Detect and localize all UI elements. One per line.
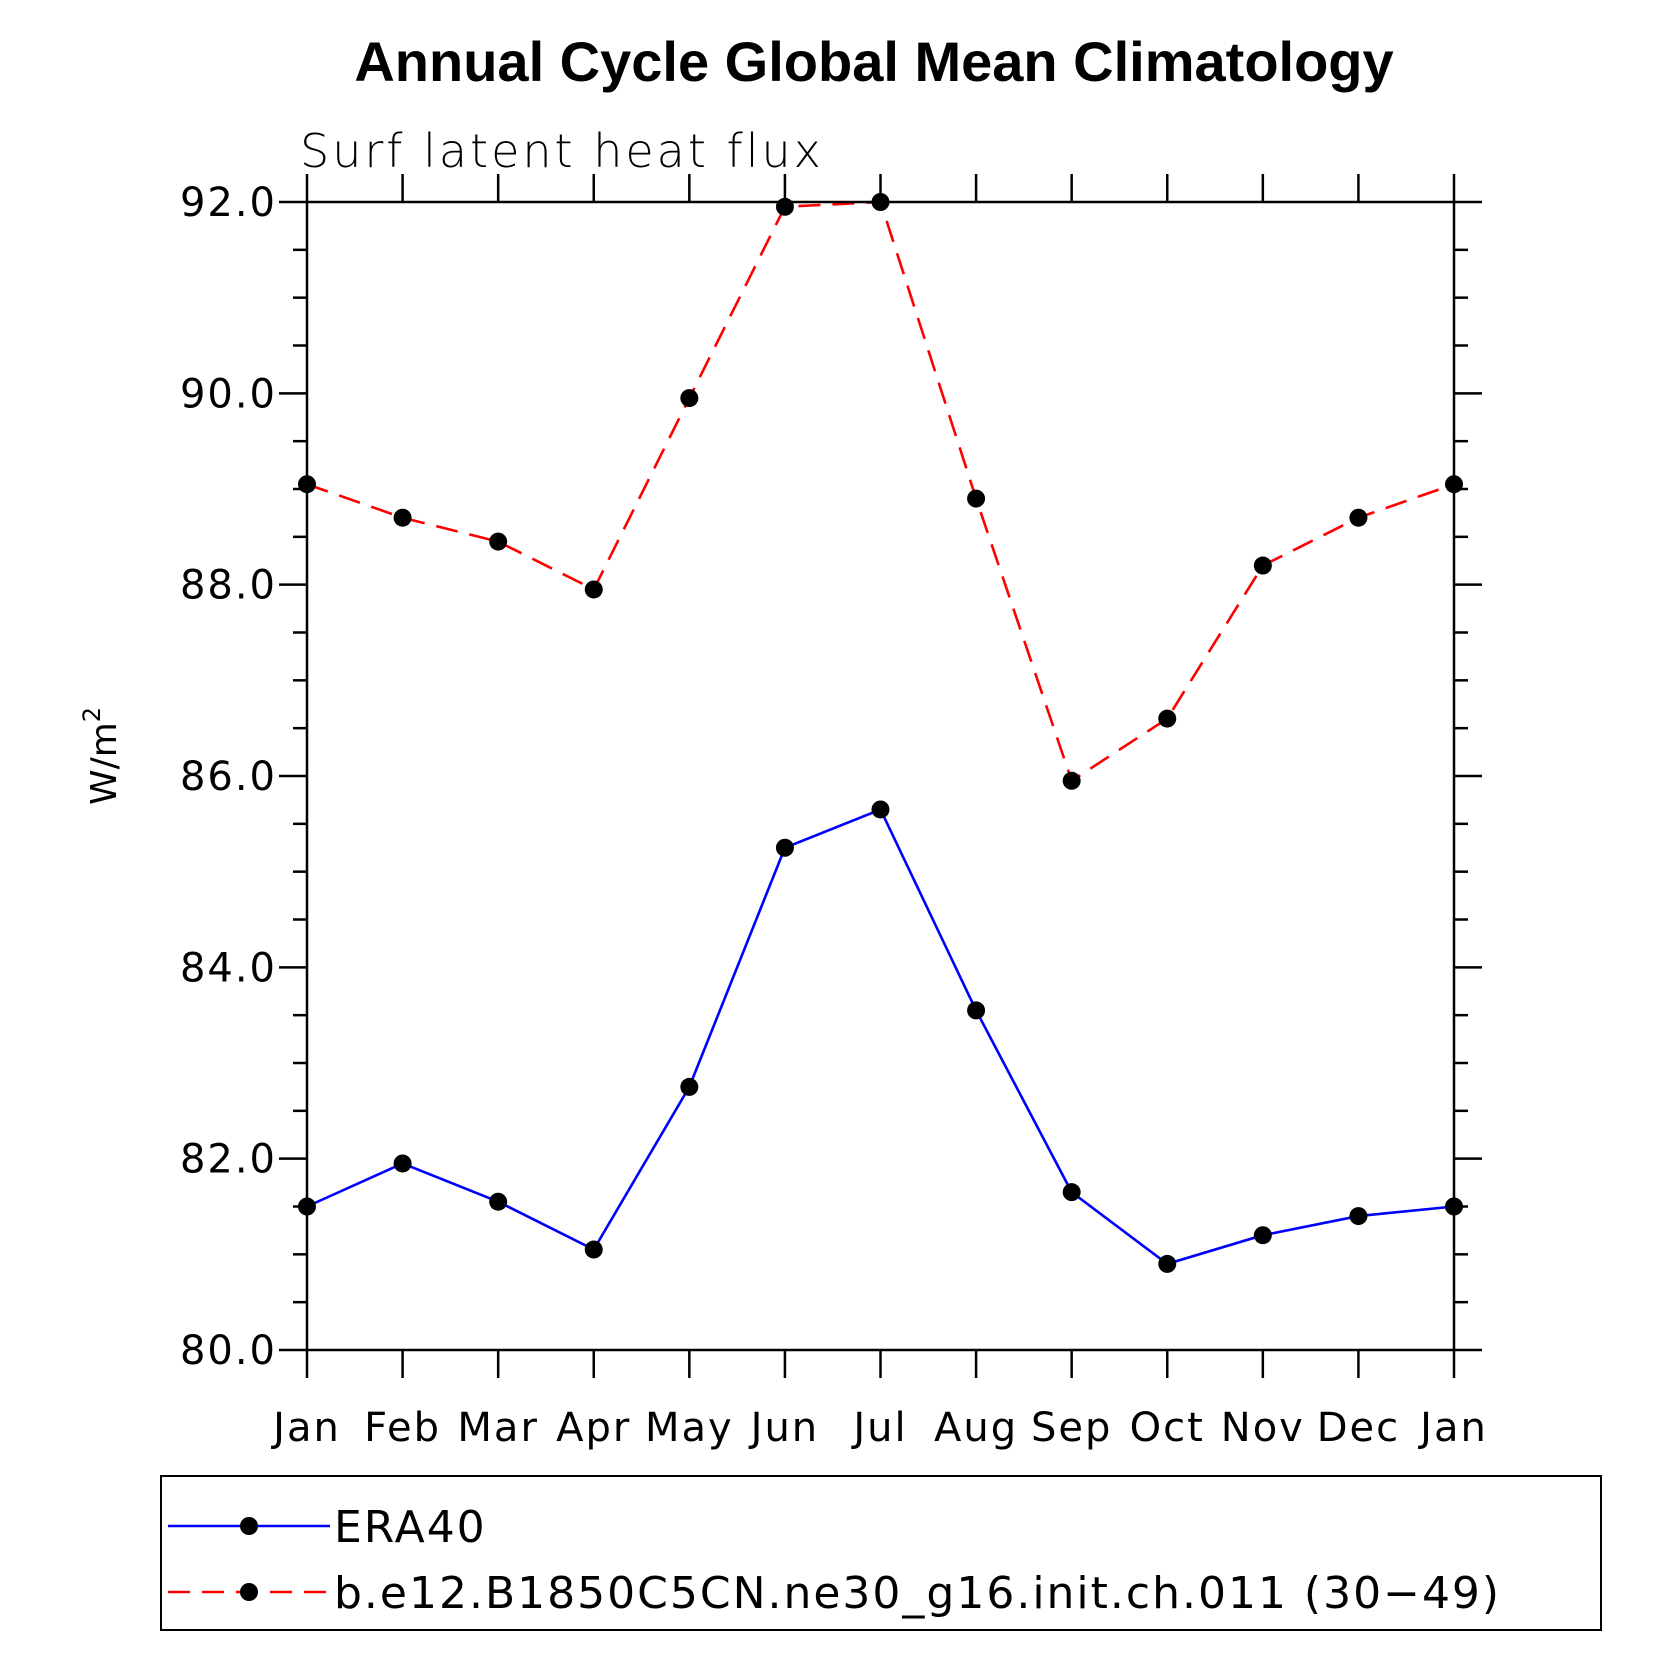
legend: ERA40 b.e12.B1850C5CN.ne30_g16.init.ch.01… [160,1475,1602,1631]
data-point-series-1 [1158,709,1177,728]
chart-title: Annual Cycle Global Mean Climatology [354,30,1393,93]
data-point-series-1 [489,532,508,551]
y-tick-label: 82.0 [180,1137,277,1183]
y-axis-label-text: W/m [84,722,125,805]
data-point-series-0 [680,1077,699,1096]
chart-subtitle: Surf latent heat flux [300,124,824,178]
series-layer [298,193,1463,1273]
data-point-series-0 [1349,1207,1368,1226]
series-line-0 [306,807,1455,1266]
data-point-series-0 [775,838,794,857]
y-tick-label: 90.0 [180,371,277,417]
data-point-series-0 [967,1001,986,1020]
x-tick-label: Apr [556,1405,631,1451]
x-tick-label: Jan [1417,1405,1488,1451]
y-tick-label: 92.0 [180,180,277,226]
x-tick-label: Jan [270,1405,341,1451]
x-tick-label: Jul [850,1405,907,1451]
x-tick-label: Nov [1221,1405,1305,1451]
x-tick-label: Aug [934,1405,1018,1451]
data-point-series-0 [1253,1226,1272,1245]
y-tick-label: 84.0 [180,945,277,991]
data-point-series-1 [967,489,986,508]
legend-label-0: ERA40 [334,1502,487,1553]
data-point-series-1 [1349,508,1368,527]
data-point-series-0 [1062,1183,1081,1202]
data-point-series-1 [1062,771,1081,790]
plot-axes: 80.0 82.0 84.0 86.0 88.0 90.0 92.0 Jan Feb Mar Apr… [180,174,1488,1451]
y-axis-label: W/m2 [78,707,125,805]
y-tick-label: 86.0 [180,754,277,800]
series-line-1 [306,200,1455,783]
data-point-series-0 [393,1154,412,1173]
y-axis-label-superscript: 2 [78,707,106,722]
data-point-series-0 [871,800,890,819]
data-point-series-1 [1253,556,1272,575]
x-tick-label: May [645,1405,734,1451]
data-point-series-0 [1158,1254,1177,1273]
x-tick-label: Oct [1130,1405,1205,1451]
data-point-series-0 [584,1240,603,1259]
x-tick-label: Sep [1031,1405,1112,1451]
x-tick-label: Jun [748,1405,820,1451]
legend-label-1: b.e12.B1850C5CN.ne30_g16.init.ch.011 (30… [334,1568,1501,1619]
y-tick-label: 88.0 [180,563,277,609]
data-point-series-1 [680,389,699,408]
legend-box [160,1475,1602,1631]
y-tick-label: 80.0 [180,1328,277,1374]
plot-frame [305,200,1456,1352]
x-tick-label: Feb [364,1405,441,1451]
data-point-series-1 [393,508,412,527]
x-tick-label: Mar [457,1405,538,1451]
x-tick-label: Dec [1317,1405,1400,1451]
svg-text:W/m2: W/m2 [78,707,125,805]
legend-marker-0 [240,1517,258,1535]
data-point-series-1 [775,197,794,216]
data-point-series-1 [584,580,603,599]
data-point-series-0 [489,1192,508,1211]
legend-marker-1 [240,1583,258,1601]
